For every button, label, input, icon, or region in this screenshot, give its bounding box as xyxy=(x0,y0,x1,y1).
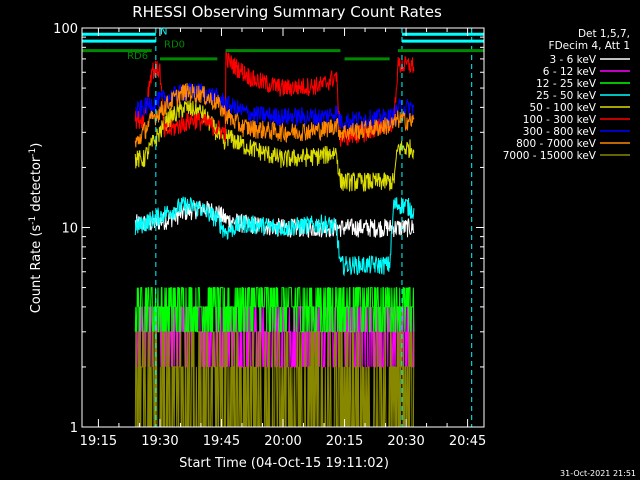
x-tick-label-0: 19:15 xyxy=(80,434,117,449)
plot-area xyxy=(82,28,484,427)
y-axis-label-sup2: -1 xyxy=(28,148,38,157)
x-tick-label-6: 20:45 xyxy=(449,434,486,449)
legend-entry-label-1: 6 - 12 keV xyxy=(543,66,597,78)
legend-entry-label-5: 100 - 300 keV xyxy=(523,114,597,126)
legend-entry-label-2: 12 - 25 keV xyxy=(536,78,597,90)
legend-header-1: FDecim 4, Att 1 xyxy=(549,40,630,52)
y-axis-label-unit: detector xyxy=(29,156,44,216)
legend-entry-label-0: 3 - 6 keV xyxy=(549,54,596,66)
y-axis-label: Count Rate (s-1 detector-1) xyxy=(28,143,44,314)
annotation-rd6: RD6 xyxy=(127,51,148,62)
chart-title: RHESSI Observing Summary Count Rates xyxy=(132,3,442,21)
annotation-n: N xyxy=(160,26,167,37)
series-line-2 xyxy=(134,287,415,333)
y-axis-label-close: ) xyxy=(29,143,44,148)
x-tick-label-3: 20:00 xyxy=(264,434,301,449)
legend-header-0: Det 1,5,7, xyxy=(578,28,630,40)
series-line-3 xyxy=(134,196,415,277)
x-tick-label-4: 20:15 xyxy=(326,434,363,449)
y-tick-label-2: 100 xyxy=(53,22,78,37)
legend-entry-label-6: 300 - 800 keV xyxy=(523,126,597,138)
annotation-rd0: RD0 xyxy=(164,39,185,50)
legend-entry-label-4: 50 - 100 keV xyxy=(529,102,596,114)
axes: 19:15 19:30 19:45 20:00 20:15 20:30 20:45 1 10 10… xyxy=(53,22,486,449)
y-axis-label-main: Count Rate (s xyxy=(29,225,44,314)
x-tick-label-5: 20:30 xyxy=(387,434,424,449)
timestamp: 31-Oct-2021 21:51 xyxy=(560,469,636,478)
x-axis-label: Start Time (04-Oct-15 19:11:02) xyxy=(179,456,389,471)
y-tick-label-1: 10 xyxy=(61,222,78,237)
x-tick-label-1: 19:30 xyxy=(141,434,178,449)
series-line-8 xyxy=(134,331,415,427)
series-line-7 xyxy=(134,82,415,148)
x-tick-label-2: 19:45 xyxy=(203,434,240,449)
legend-entry-label-3: 25 - 50 keV xyxy=(536,90,597,102)
legend-entry-label-7: 800 - 7000 keV xyxy=(516,138,597,150)
y-axis-label-sup: -1 xyxy=(28,216,38,225)
series-line-5 xyxy=(134,51,415,147)
series-line-4 xyxy=(134,100,415,192)
legend-entry-label-8: 7000 - 15000 keV xyxy=(503,150,597,162)
y-tick-label-0: 1 xyxy=(70,421,78,436)
